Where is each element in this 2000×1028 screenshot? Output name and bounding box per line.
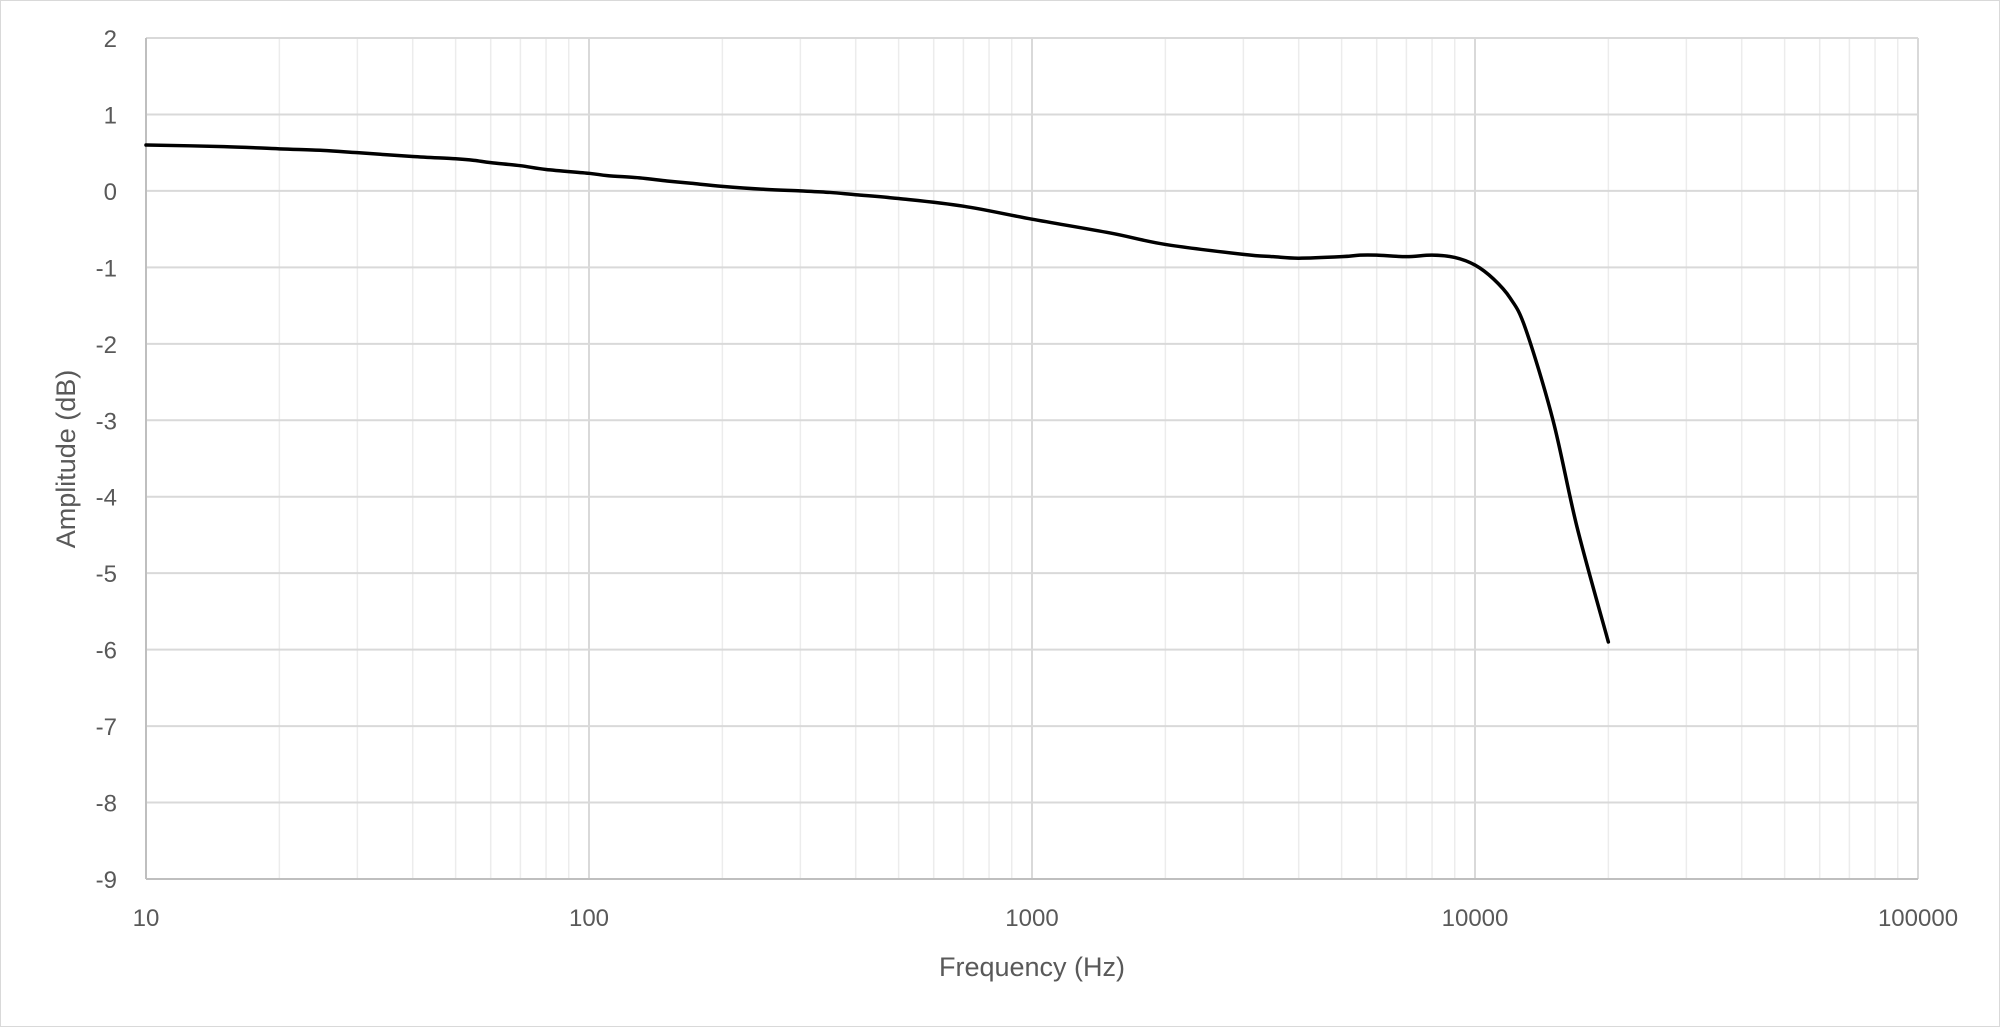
x-axis-title: Frequency (Hz) bbox=[939, 952, 1125, 982]
x-tick-label: 10000 bbox=[1442, 905, 1509, 932]
grid-layer bbox=[145, 37, 1919, 880]
x-tick-label: 10 bbox=[133, 905, 160, 932]
x-tick-label: 100000 bbox=[1878, 905, 1958, 932]
y-tick-label: -5 bbox=[96, 561, 117, 588]
y-tick-label: -7 bbox=[96, 714, 117, 741]
y-tick-label: -8 bbox=[96, 791, 117, 818]
y-tick-label: 0 bbox=[104, 179, 117, 206]
line-layer bbox=[144, 143, 1611, 644]
y-tick-label: -6 bbox=[96, 638, 117, 665]
tick-layer: 10 100 1000 10000 100000210-1-2-3-4-5-6-7-8-… bbox=[96, 26, 1958, 932]
y-tick-label: 1 bbox=[104, 102, 117, 129]
x-tick-label: 1000 bbox=[1005, 905, 1058, 932]
y-tick-label: -4 bbox=[96, 485, 117, 512]
y-tick-label: -3 bbox=[96, 408, 117, 435]
series-line bbox=[144, 143, 1611, 644]
y-tick-label: -9 bbox=[96, 867, 117, 894]
y-tick-label: -2 bbox=[96, 332, 117, 359]
y-tick-label: 2 bbox=[104, 26, 117, 53]
y-axis-title: Amplitude (dB) bbox=[51, 370, 81, 549]
y-tick-label: -1 bbox=[96, 255, 117, 282]
x-tick-label: 100 bbox=[569, 905, 609, 932]
